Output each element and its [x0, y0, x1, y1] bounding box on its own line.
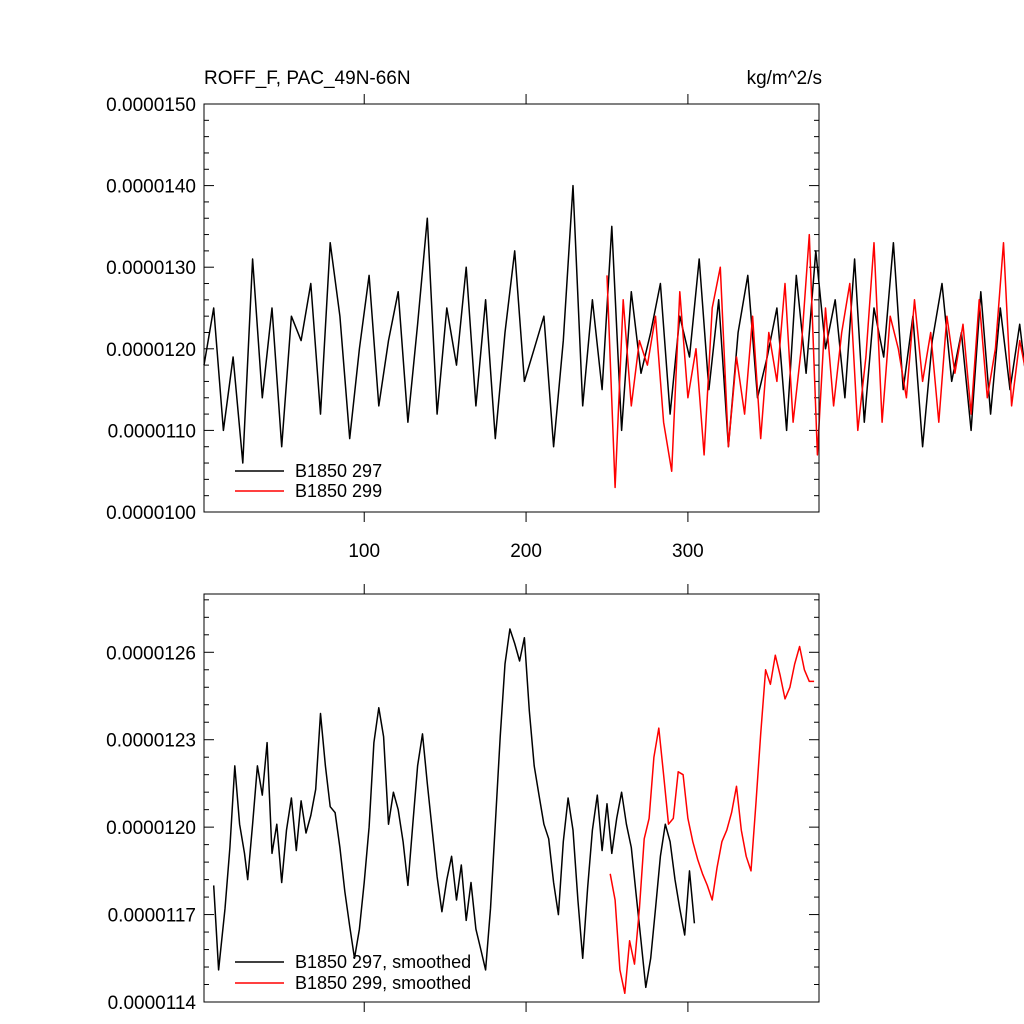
series-line-b1850-297-smoothed — [212, 628, 696, 989]
bottom-legend: B1850 297, smoothed B1850 299, smoothed — [235, 952, 471, 993]
top-ytick-label: 0.0000110 — [108, 421, 196, 442]
top-ytick-label: 0.0000150 — [106, 95, 196, 116]
bottom-ytick-label: 0.0000126 — [106, 643, 196, 664]
bottom-ytick-label: 0.0000120 — [106, 818, 196, 839]
top-ytick-label: 0.0000120 — [106, 340, 196, 361]
top-legend: B1850 297 B1850 299 — [235, 461, 382, 501]
bottom-ytick-label: 0.0000114 — [108, 993, 197, 1014]
bottom-ticks: 0.0000114 0.0000117 0.0000120 0.0000123 0.00… — [106, 584, 819, 1014]
bottom-panel: 0.0000114 0.0000117 0.0000120 0.0000123 0.00… — [106, 584, 820, 1014]
top-ytick-label: 0.0000130 — [106, 258, 196, 279]
series-line-b1850-299 — [606, 233, 1024, 489]
top-xtick-label: 200 — [510, 541, 542, 562]
units-label: kg/m^2/s — [747, 68, 822, 89]
top-ytick-label: 0.0000140 — [106, 177, 196, 198]
chart-title: ROFF_F, PAC_49N-66N — [204, 68, 411, 89]
series-line-b1850-297 — [203, 184, 1024, 464]
top-xtick-label: 100 — [348, 541, 380, 562]
top-panel: ROFF_F, PAC_49N-66N kg/m^2/s 0.00001000.… — [106, 68, 1024, 562]
bottom-ytick-label: 0.0000117 — [108, 906, 196, 927]
bottom-ytick-label: 0.0000123 — [106, 731, 196, 752]
top-plot-frame — [203, 103, 820, 513]
top-ytick-label: 0.0000100 — [106, 503, 196, 524]
bottom-plot-frame — [203, 593, 820, 1003]
top-ticks: 0.0000100 0.0000110 0.0000120 0.0000130 0.00… — [106, 94, 819, 562]
legend-label-b1850-297: B1850 297 — [295, 461, 382, 481]
top-xtick-label: 300 — [672, 541, 704, 562]
top-series — [203, 184, 1024, 489]
legend-label-b1850-299-smoothed: B1850 299, smoothed — [295, 973, 471, 993]
legend-label-b1850-299: B1850 299 — [295, 481, 382, 501]
series-line-b1850-299-smoothed — [609, 645, 815, 995]
legend-label-b1850-297-smoothed: B1850 297, smoothed — [295, 952, 471, 972]
bottom-series — [212, 628, 815, 995]
